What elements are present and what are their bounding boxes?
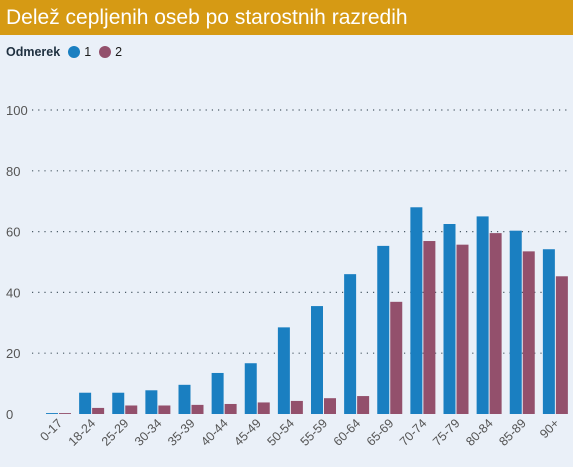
bar-1 bbox=[377, 245, 390, 414]
bar-2 bbox=[357, 396, 370, 414]
bar-2 bbox=[257, 402, 270, 414]
bar-1 bbox=[476, 216, 489, 414]
x-tick-label: 75-79 bbox=[430, 416, 463, 449]
bar-2 bbox=[555, 276, 568, 414]
x-tick-label: 25-29 bbox=[99, 416, 132, 449]
x-tick-label: 0-17 bbox=[38, 416, 66, 444]
x-tick-label: 45-49 bbox=[231, 416, 264, 449]
bar-1 bbox=[178, 384, 191, 414]
bar-2 bbox=[158, 405, 171, 414]
bar-1 bbox=[542, 249, 555, 414]
bar-1 bbox=[145, 390, 158, 414]
y-tick-label: 80 bbox=[6, 164, 20, 179]
x-tick-label: 90+ bbox=[537, 416, 562, 441]
bar-2 bbox=[456, 244, 469, 414]
bar-2 bbox=[390, 301, 403, 414]
legend-title: Odmerek bbox=[6, 45, 61, 59]
bar-1 bbox=[443, 224, 456, 414]
y-tick-label: 40 bbox=[6, 285, 20, 300]
x-tick-label: 60-64 bbox=[331, 416, 364, 449]
bar-1 bbox=[311, 306, 323, 414]
y-tick-label: 100 bbox=[6, 103, 28, 118]
bar-1 bbox=[244, 363, 257, 414]
bar-2 bbox=[290, 400, 303, 414]
x-tick-label: 35-39 bbox=[165, 416, 198, 449]
bar-2 bbox=[423, 241, 436, 414]
bar-2 bbox=[224, 403, 237, 414]
x-tick-label: 80-84 bbox=[463, 416, 496, 449]
bar-2 bbox=[125, 405, 138, 414]
legend-label-2: 2 bbox=[115, 45, 123, 59]
legend-item-1[interactable]: 1 bbox=[68, 45, 91, 59]
bar-1 bbox=[112, 392, 125, 414]
legend: Odmerek 1 2 bbox=[6, 43, 130, 61]
x-tick-label: 50-54 bbox=[264, 416, 297, 449]
bar-1 bbox=[410, 207, 423, 414]
legend-swatch-1 bbox=[68, 46, 81, 58]
x-tick-label: 85-89 bbox=[496, 416, 529, 449]
y-tick-label: 60 bbox=[6, 225, 20, 240]
x-tick-label: 70-74 bbox=[397, 416, 430, 449]
legend-item-2[interactable]: 2 bbox=[99, 45, 122, 59]
bar-1 bbox=[46, 413, 58, 414]
chart-title: Delež cepljenih oseb po starostnih razre… bbox=[0, 0, 573, 35]
bar-1 bbox=[277, 327, 290, 414]
x-tick-label: 18-24 bbox=[66, 416, 99, 449]
legend-label-1: 1 bbox=[84, 45, 92, 59]
y-tick-label: 0 bbox=[6, 407, 13, 422]
bar-1 bbox=[211, 372, 224, 414]
y-tick-label: 20 bbox=[6, 346, 20, 361]
x-tick-label: 40-44 bbox=[198, 416, 231, 449]
bar-1 bbox=[344, 274, 357, 414]
x-tick-label: 65-69 bbox=[364, 416, 397, 449]
legend-swatch-2 bbox=[99, 46, 112, 58]
bar-1 bbox=[509, 230, 522, 414]
x-tick-label: 55-59 bbox=[298, 416, 331, 449]
bar-2 bbox=[522, 251, 535, 414]
bar-2 bbox=[92, 407, 105, 414]
bar-2 bbox=[489, 233, 502, 414]
x-tick-label: 30-34 bbox=[132, 416, 165, 449]
bar-2 bbox=[324, 398, 336, 414]
bar-2 bbox=[191, 404, 204, 414]
bar-1 bbox=[79, 392, 92, 414]
bar-2 bbox=[59, 413, 71, 414]
